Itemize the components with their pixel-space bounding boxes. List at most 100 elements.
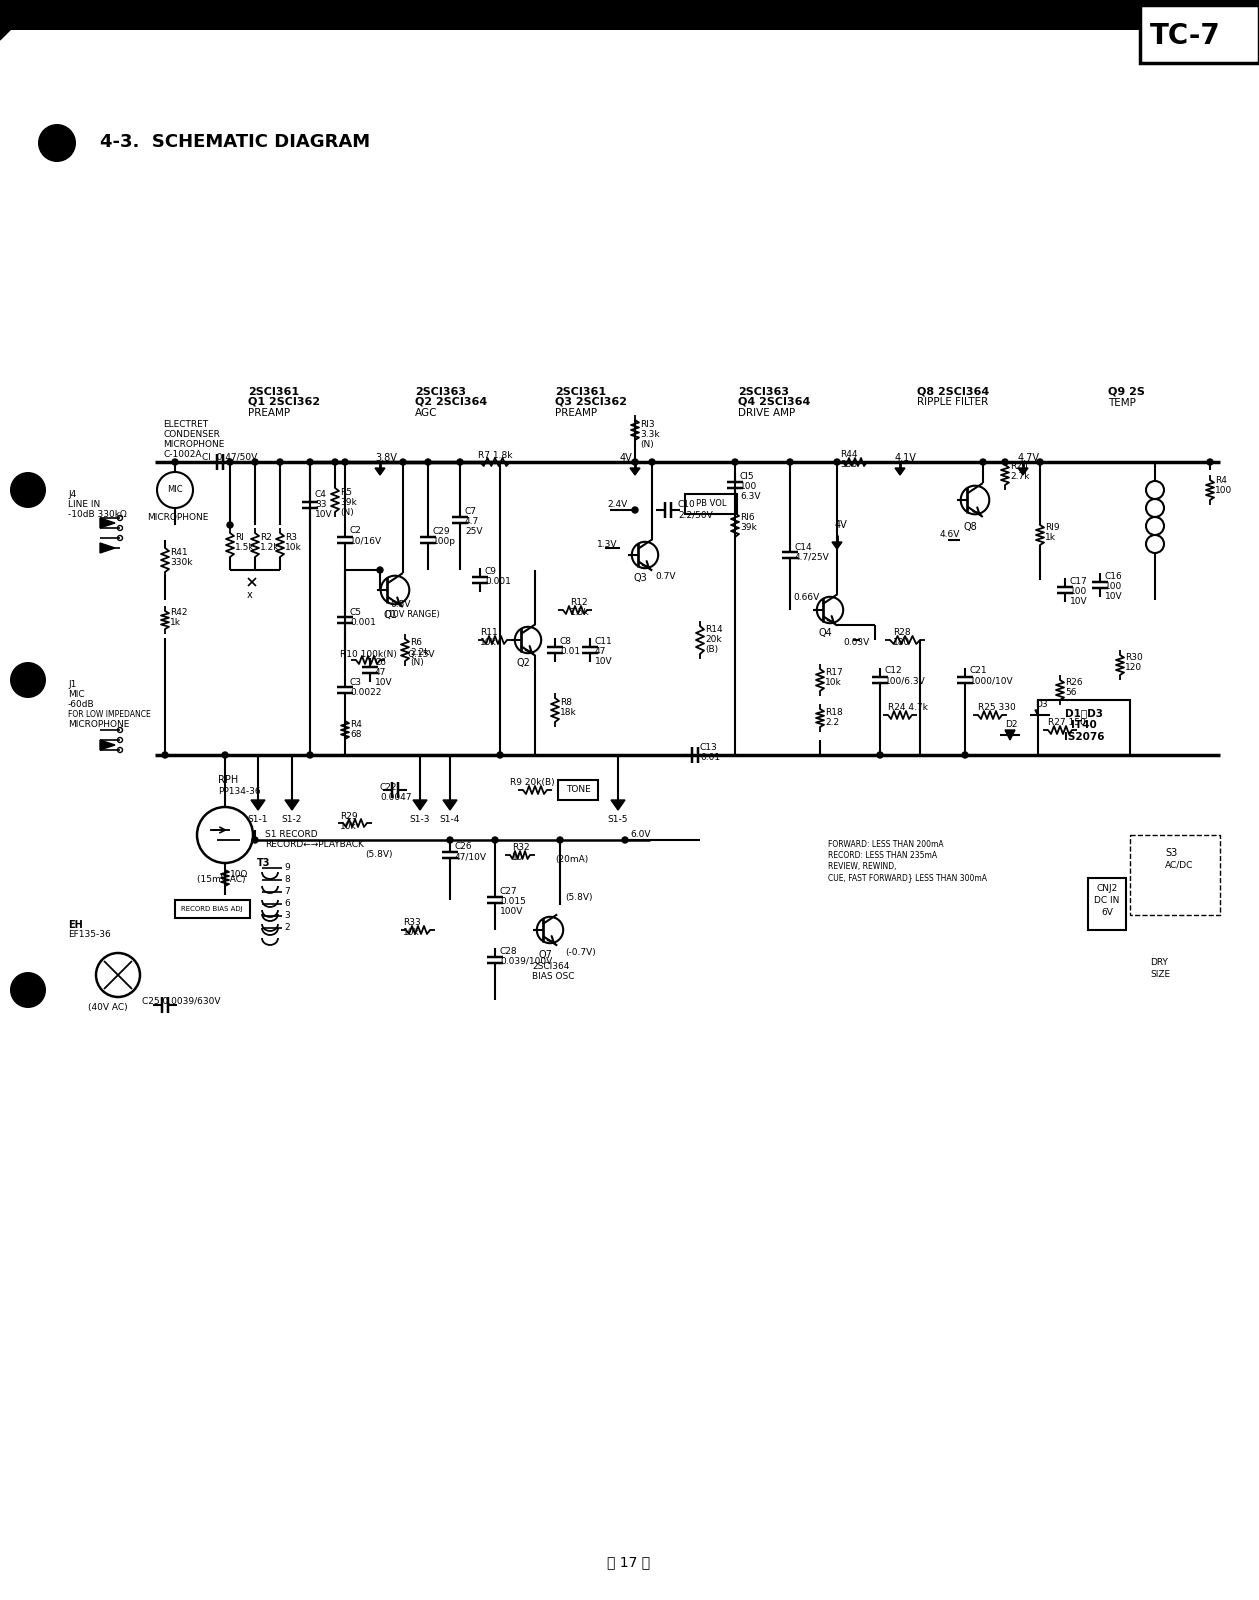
Text: － 17 －: － 17 － (607, 1555, 651, 1570)
Text: MICROPHONE: MICROPHONE (147, 514, 209, 522)
Text: C9: C9 (485, 566, 497, 576)
Text: (B): (B) (705, 645, 718, 654)
Polygon shape (611, 800, 624, 810)
Text: CI  0.47/50V: CI 0.47/50V (201, 453, 257, 462)
Text: R17: R17 (825, 669, 842, 677)
Text: 10V: 10V (596, 658, 613, 666)
Text: R33: R33 (403, 918, 421, 926)
Text: R9 20k(B): R9 20k(B) (510, 778, 555, 787)
Text: 4-3.  SCHEMATIC DIAGRAM: 4-3. SCHEMATIC DIAGRAM (99, 133, 370, 150)
Text: C6: C6 (375, 658, 387, 667)
Text: RECORD: LESS THAN 235mA: RECORD: LESS THAN 235mA (828, 851, 937, 861)
Text: C8: C8 (560, 637, 572, 646)
Circle shape (342, 459, 347, 466)
Bar (685, 494, 737, 514)
Text: Q1: Q1 (383, 610, 397, 619)
Circle shape (497, 752, 504, 758)
Text: 6: 6 (285, 899, 290, 909)
Circle shape (10, 662, 47, 698)
Text: 0.0047: 0.0047 (380, 794, 412, 802)
Text: 4.7/25V: 4.7/25V (794, 554, 830, 562)
Bar (0, 0, 1259, 30)
Text: -10dB 330kΩ: -10dB 330kΩ (68, 510, 127, 518)
Circle shape (447, 837, 453, 843)
Text: 10: 10 (512, 853, 524, 862)
Text: R14: R14 (705, 626, 723, 634)
Text: 47: 47 (375, 669, 387, 677)
Text: 47/10V: 47/10V (454, 851, 487, 861)
Text: C7: C7 (465, 507, 477, 515)
Circle shape (38, 125, 76, 162)
Circle shape (1207, 459, 1212, 466)
Text: 33: 33 (315, 499, 326, 509)
Text: 10k: 10k (403, 928, 419, 938)
Text: BIAS OSC: BIAS OSC (533, 971, 574, 981)
Text: 100p: 100p (433, 538, 456, 546)
Circle shape (162, 752, 167, 758)
Text: RI9: RI9 (1045, 523, 1060, 531)
Circle shape (731, 459, 738, 466)
Text: 1k: 1k (170, 618, 181, 627)
Circle shape (252, 837, 258, 843)
Polygon shape (285, 800, 298, 810)
Text: R29: R29 (340, 813, 358, 821)
Text: CI5: CI5 (740, 472, 754, 482)
Text: 10V: 10V (315, 510, 332, 518)
Text: R44: R44 (840, 450, 857, 459)
Text: R24 4.7k: R24 4.7k (888, 702, 928, 712)
Circle shape (787, 459, 793, 466)
Text: FOR LOW IMPEDANCE: FOR LOW IMPEDANCE (68, 710, 151, 718)
Text: CONDENSER: CONDENSER (162, 430, 220, 438)
Text: Q2: Q2 (516, 658, 530, 669)
Text: C12: C12 (885, 666, 903, 675)
Text: AC/DC: AC/DC (1165, 861, 1194, 869)
Text: 39k: 39k (340, 498, 356, 507)
Text: C22: C22 (380, 782, 398, 792)
Text: 0.66V: 0.66V (793, 594, 820, 602)
Text: PB VOL: PB VOL (696, 499, 726, 509)
Text: R10 100k(N): R10 100k(N) (340, 650, 397, 659)
Text: -60dB: -60dB (68, 701, 94, 709)
Text: 10Ω: 10Ω (230, 870, 248, 878)
Text: DRIVE AMP: DRIVE AMP (738, 408, 796, 418)
Text: (40V AC): (40V AC) (88, 1003, 127, 1013)
Text: MIC: MIC (68, 690, 84, 699)
Text: C27: C27 (500, 886, 517, 896)
Circle shape (632, 507, 638, 514)
Text: R26: R26 (1065, 678, 1083, 686)
Text: 0.03V: 0.03V (844, 638, 869, 646)
Text: C-1002A: C-1002A (162, 450, 201, 459)
Polygon shape (99, 542, 115, 554)
Text: 330: 330 (840, 461, 857, 469)
Text: 2SCI361: 2SCI361 (555, 387, 606, 397)
Circle shape (632, 459, 638, 466)
Text: Q3 2SCI362: Q3 2SCI362 (555, 397, 627, 406)
Circle shape (980, 459, 986, 466)
Text: 0.039/100V: 0.039/100V (500, 957, 553, 966)
Text: ELECTRET: ELECTRET (162, 419, 208, 429)
Text: 3.3k: 3.3k (640, 430, 660, 438)
Text: 2.4V: 2.4V (607, 499, 627, 509)
Polygon shape (1005, 730, 1015, 739)
Text: 2SCI363: 2SCI363 (415, 387, 466, 397)
Text: R18: R18 (825, 707, 842, 717)
Text: TC-7: TC-7 (1149, 22, 1221, 50)
Text: D2: D2 (1005, 720, 1017, 730)
Circle shape (222, 752, 228, 758)
Bar (1139, 5, 1259, 62)
Text: 4.1V: 4.1V (895, 453, 917, 462)
Text: TONE: TONE (565, 786, 590, 795)
Circle shape (172, 459, 178, 466)
Polygon shape (375, 467, 385, 475)
Text: 2.2k: 2.2k (410, 648, 429, 658)
Text: 1.2k: 1.2k (261, 542, 279, 552)
Text: PREAMP: PREAMP (248, 408, 290, 418)
Text: R30: R30 (1126, 653, 1143, 662)
Text: (10V RANGE): (10V RANGE) (385, 610, 439, 619)
Text: 100V: 100V (500, 907, 524, 915)
Text: C25 0.0039/630V: C25 0.0039/630V (142, 997, 220, 1006)
Text: (20mA): (20mA) (555, 854, 588, 864)
Text: C14: C14 (794, 542, 812, 552)
Text: MICROPHONE: MICROPHONE (162, 440, 224, 450)
Text: 39k: 39k (740, 523, 757, 531)
